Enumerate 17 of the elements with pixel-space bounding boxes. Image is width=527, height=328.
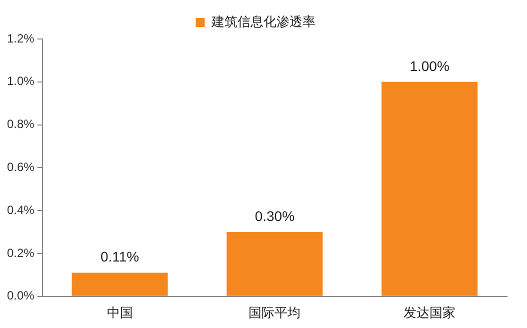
y-tick-label: 0.4%	[6, 202, 35, 217]
legend-label: 建筑信息化渗透率	[210, 14, 316, 30]
y-tick-label: 0.0%	[6, 288, 35, 303]
x-tick-label: 发达国家	[404, 304, 456, 320]
y-tick-label: 0.8%	[6, 117, 35, 132]
data-label: 1.00%	[410, 58, 450, 74]
bar	[72, 272, 168, 296]
y-tick-label: 1.0%	[6, 74, 35, 88]
data-label: 0.11%	[100, 248, 140, 265]
data-label: 0.30%	[254, 208, 295, 224]
y-tick-label: 0.6%	[6, 160, 35, 174]
x-tick-label: 国际平均	[248, 304, 301, 320]
bar	[382, 82, 478, 296]
bar	[226, 232, 323, 296]
x-tick-label: 中国	[106, 304, 133, 320]
y-tick-label: 1.2%	[6, 31, 35, 46]
y-tick-label: 0.2%	[6, 246, 35, 260]
